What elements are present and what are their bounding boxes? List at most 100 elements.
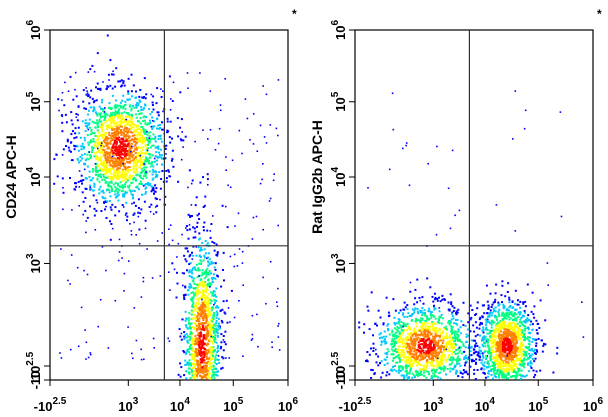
event-dot: [431, 314, 434, 317]
event-dot: [122, 174, 125, 177]
event-dot: [446, 347, 449, 350]
event-dot: [410, 342, 413, 345]
event-dot: [135, 147, 138, 150]
event-dot: [118, 139, 120, 142]
event-dot: [78, 186, 81, 188]
event-dot: [446, 349, 449, 352]
event-dot: [437, 342, 440, 344]
event-dot: [217, 358, 220, 361]
event-dot: [527, 331, 530, 334]
event-dot: [209, 299, 212, 301]
event-dot: [119, 165, 122, 168]
event-dot: [144, 163, 147, 166]
event-dot: [135, 116, 138, 119]
event-dot: [202, 325, 204, 328]
event-dot: [186, 229, 189, 232]
event-dot: [435, 349, 438, 352]
event-dot: [434, 307, 437, 310]
event-dot: [128, 166, 131, 169]
event-dot: [123, 195, 126, 198]
event-dot: [116, 111, 118, 113]
event-dot: [391, 329, 394, 332]
event-dot: [467, 358, 469, 360]
event-dot: [137, 138, 140, 141]
event-dot: [508, 298, 511, 301]
event-dot: [438, 345, 441, 348]
event-dot: [77, 345, 80, 348]
event-dot: [121, 118, 124, 121]
event-dot: [136, 133, 139, 136]
event-dot: [184, 294, 187, 296]
event-dot: [153, 138, 156, 141]
event-dot: [206, 376, 209, 379]
event-dot: [495, 376, 497, 379]
event-dot: [420, 332, 423, 335]
event-dot: [103, 162, 106, 165]
event-dot: [449, 359, 452, 362]
event-dot: [117, 115, 120, 118]
event-dot: [413, 311, 416, 314]
event-dot: [180, 366, 183, 369]
event-dot: [143, 163, 145, 165]
event-dot: [201, 322, 204, 325]
event-dot: [422, 340, 424, 342]
event-dot: [470, 345, 473, 348]
event-dot: [145, 136, 148, 139]
event-dot: [437, 321, 439, 323]
event-dot: [491, 303, 494, 306]
event-dot: [440, 368, 443, 371]
event-dot: [108, 115, 111, 118]
event-dot: [209, 366, 212, 369]
event-dot: [421, 334, 424, 337]
event-dot: [479, 352, 482, 355]
event-dot: [212, 273, 215, 276]
event-dot: [103, 202, 105, 204]
event-dot: [200, 260, 203, 263]
event-dot: [211, 307, 214, 309]
event-dot: [524, 351, 526, 354]
event-dot: [212, 371, 215, 374]
event-dot: [143, 358, 145, 361]
event-dot: [214, 302, 216, 305]
event-dot: [402, 329, 405, 332]
event-dot: [118, 238, 121, 241]
event-dot: [135, 186, 138, 189]
event-dot: [478, 349, 481, 352]
event-dot: [194, 236, 197, 239]
event-dot: [80, 145, 83, 148]
event-dot: [201, 298, 203, 301]
event-dot: [106, 147, 109, 150]
event-dot: [395, 342, 397, 344]
event-dot: [143, 174, 145, 177]
event-dot: [106, 153, 109, 156]
event-dot: [479, 356, 482, 359]
event-dot: [188, 228, 191, 231]
event-dot: [207, 350, 210, 353]
event-dot: [135, 103, 138, 106]
event-dot: [145, 156, 147, 159]
event-dot: [157, 127, 160, 130]
event-dot: [370, 368, 373, 371]
event-dot: [192, 343, 194, 346]
event-dot: [177, 180, 180, 183]
event-dot: [441, 352, 444, 355]
event-dot: [111, 159, 114, 162]
event-dot: [403, 301, 406, 304]
event-dot: [91, 177, 94, 180]
event-dot: [206, 307, 209, 310]
population-1: [358, 277, 530, 380]
event-dot: [101, 122, 104, 125]
event-dot: [421, 311, 424, 314]
event-dot: [87, 141, 90, 144]
event-dot: [137, 127, 140, 130]
event-dot: [102, 133, 105, 136]
event-dot: [214, 371, 217, 374]
event-dot: [462, 343, 465, 346]
event-dot: [171, 262, 174, 265]
event-dot: [431, 368, 434, 371]
event-dot: [199, 237, 202, 240]
event-dot: [187, 237, 190, 240]
event-dot: [176, 282, 179, 285]
event-dot: [95, 166, 98, 169]
event-dot: [114, 123, 117, 126]
